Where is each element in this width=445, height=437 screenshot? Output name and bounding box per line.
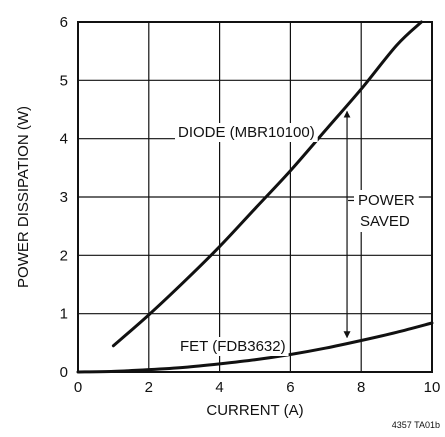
- tick-labels: 0 2 4 6 8 10 0 1 2 3 4 5 6: [60, 14, 441, 396]
- y-tick-label: 6: [60, 14, 68, 31]
- y-tick-label: 2: [60, 247, 68, 264]
- y-tick-label: 5: [60, 72, 68, 89]
- y-tick-label: 0: [60, 364, 68, 381]
- series-line-diode: [111, 20, 423, 348]
- x-axis-label: CURRENT (A): [206, 402, 303, 419]
- x-tick-label: 8: [357, 379, 365, 396]
- x-tick-label: 6: [286, 379, 294, 396]
- power-saved-label-line2: SAVED: [360, 213, 410, 230]
- y-axis-label: POWER DISSIPATION (W): [15, 106, 32, 288]
- series-label-diode: DIODE (MBR10100): [178, 124, 315, 141]
- y-tick-label: 3: [60, 189, 68, 206]
- x-tick-label: 10: [424, 379, 441, 396]
- series-line-fet: [76, 321, 434, 374]
- x-tick-label: 4: [215, 379, 223, 396]
- series-label-fet: FET (FDB3632): [180, 338, 286, 355]
- annotations: DIODE (MBR10100) FET (FDB3632) POWER SAV…: [175, 110, 419, 356]
- diode-label-background: [175, 123, 318, 142]
- plot-frame: [77, 21, 433, 373]
- fet-label-background: [177, 337, 289, 356]
- power-saved-label-line1: POWER: [358, 192, 415, 209]
- x-tick-label: 0: [74, 379, 82, 396]
- power-saved-label-background: [354, 190, 419, 232]
- y-tick-label: 4: [60, 131, 68, 148]
- y-tick-label: 1: [60, 306, 68, 323]
- x-tick-label: 2: [145, 379, 153, 396]
- figure-code: 4357 TA01b: [392, 420, 440, 430]
- series-curves: [76, 20, 434, 374]
